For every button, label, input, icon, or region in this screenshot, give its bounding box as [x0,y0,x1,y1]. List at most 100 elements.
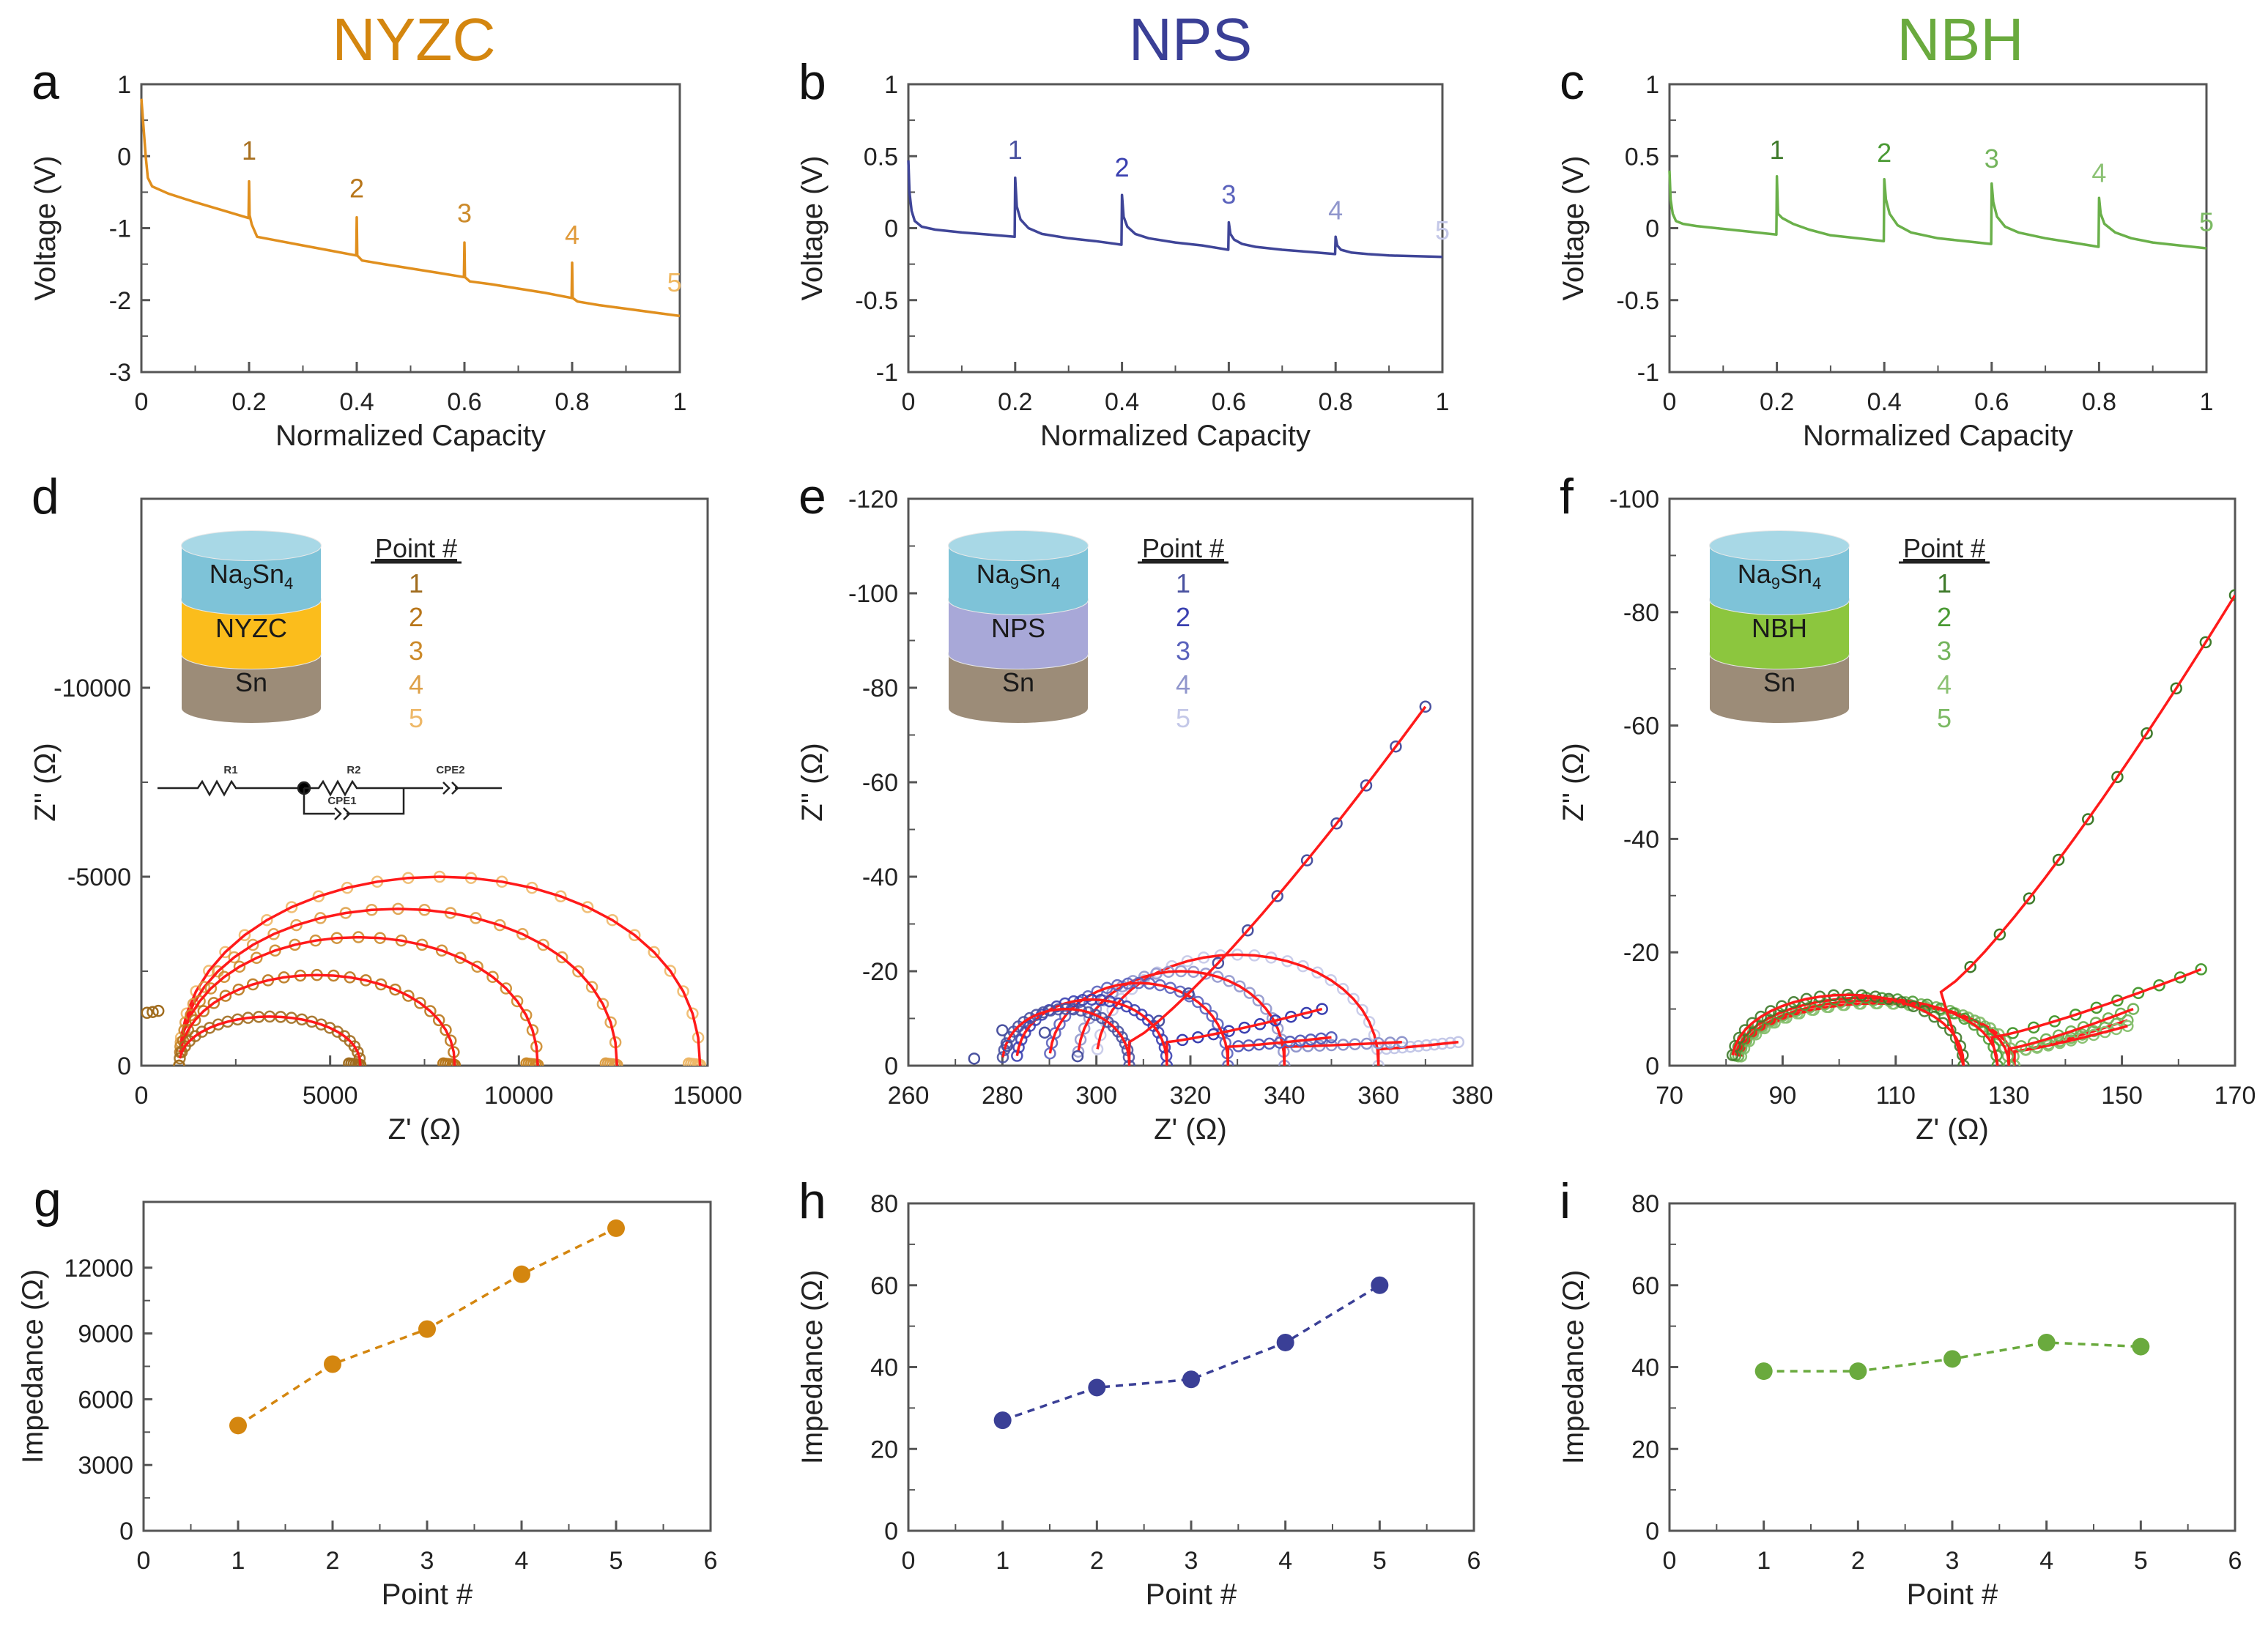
subscript: 4 [284,574,293,593]
data-marker [219,946,231,959]
data-marker [2087,1025,2100,1038]
data-marker [648,946,660,959]
formula-part: Sn [1780,559,1812,589]
data-marker [1356,1003,1368,1017]
y-tick-label: -40 [1623,825,1659,853]
data-marker [1242,924,1254,937]
x-tick-label: 110 [1876,1082,1916,1110]
x-tick-label: 320 [1170,1082,1212,1110]
x-tick-label: 0.8 [1319,388,1353,416]
y-tick-label: 0 [884,1053,898,1080]
column-title-nps: NPS [1129,7,1253,73]
impedance-point [607,1219,625,1237]
legend-entry: 2 [1937,602,1952,632]
y-tick-label: -10000 [53,675,131,702]
data-marker [1993,928,2006,941]
y-tick-label: 0 [1645,1518,1659,1545]
panel-f: 70 90 110 130 150 170 0 -20 -40 -60 -80 -100 Z' (Ω) Z… [1557,469,2256,1146]
data-marker [290,918,303,932]
data-marker [1738,1024,1752,1036]
fit-line [1734,968,2202,1066]
data-marker [1001,1039,1013,1053]
legend-entry: 1 [1937,568,1952,598]
data-marker [432,1014,445,1027]
x-axis-title: Z' (Ω) [388,1113,462,1146]
data-marker [486,970,499,984]
data-marker [2111,994,2124,1007]
data-marker [246,938,259,951]
cell-layer-label: Sn [235,667,267,697]
x-tick-label: 3 [1946,1547,1960,1575]
data-marker [1918,1005,1931,1017]
voltage-curve [1668,170,2207,250]
y-axis-title: Z'' (Ω) [796,743,829,821]
nyquist-data [968,700,1464,1066]
x-axis-title: Z' (Ω) [1154,1113,1227,1146]
data-marker [1243,987,1256,999]
x-tick-label: 4 [1278,1547,1292,1575]
formula-part: Na [976,559,1011,589]
pulse-label: 3 [1984,144,1999,174]
cell-layer-sn [1710,654,1849,723]
data-marker [2090,1001,2103,1014]
data-marker [511,995,524,1008]
fit-line [179,935,539,1066]
cell-layer-label: Sn [1002,667,1034,697]
data-marker [1018,1016,1030,1028]
y-tick-label: 0 [1645,215,1659,243]
data-marker [1038,1026,1051,1039]
x-tick-label: 70 [1656,1082,1683,1110]
impedance-point [1088,1378,1106,1397]
data-marker [238,929,251,941]
x-tick-label: 5000 [303,1082,358,1110]
panel-letter: b [798,54,826,110]
impedance-point [324,1355,341,1373]
cell-layer-label: NBH [1752,613,1807,643]
formula-part: Na [1738,559,1772,589]
legend-entry: 4 [409,669,423,699]
x-tick-label: 260 [888,1082,930,1110]
impedance-point [1754,1362,1773,1381]
data-marker [2153,979,2165,992]
series-point-2 [1729,963,2207,1066]
formula-part: Sn [1019,559,1051,589]
y-tick-label: -3 [109,359,131,387]
y-tick-label: -5000 [67,864,131,891]
y-axis-title: Voltage (V) [29,156,62,301]
impedance-point [1182,1370,1200,1389]
data-marker [207,997,220,1009]
formula-part: Na [210,559,244,589]
data-marker [2048,1015,2061,1028]
panel-letter: a [32,54,59,110]
cell-layer-label: Na9Sn4 [976,559,1061,593]
x-tick-label: 0 [135,388,149,416]
panel-g: 0 1 2 3 4 5 6 0 3000 6000 9000 12000 Point # Impedanc… [17,1172,717,1611]
x-tick-label: 3 [420,1547,434,1575]
y-tick-label: -2 [109,287,131,315]
x-tick-label: 130 [1988,1082,2030,1110]
circuit-label-cpe2: CPE2 [436,764,464,776]
data-marker [1347,992,1360,1006]
impedance-point [993,1411,1012,1430]
fit-line [179,907,619,1066]
pulse-label: 2 [1115,152,1130,182]
cell-layer-label: Sn [1763,667,1796,697]
data-marker [1089,1009,1102,1021]
data-marker [445,1034,457,1047]
data-marker [175,1046,188,1058]
x-tick-label: 340 [1264,1082,1305,1110]
data-marker [1330,817,1343,830]
data-marker [182,1024,195,1036]
y-tick-label: 60 [1631,1272,1659,1300]
data-marker [2199,636,2212,649]
data-marker [435,944,448,957]
pulse-label: 3 [1221,179,1236,209]
x-axis-title: Normalized Capacity [1040,420,1311,452]
fit-line [1048,981,1332,1066]
x-tick-label: 0 [902,388,916,416]
column-title-nyzc: NYZC [332,7,495,73]
circuit-label-r2: R2 [346,764,360,776]
y-tick-label: 20 [1631,1436,1659,1463]
y-tick-label: 0 [119,1518,133,1545]
